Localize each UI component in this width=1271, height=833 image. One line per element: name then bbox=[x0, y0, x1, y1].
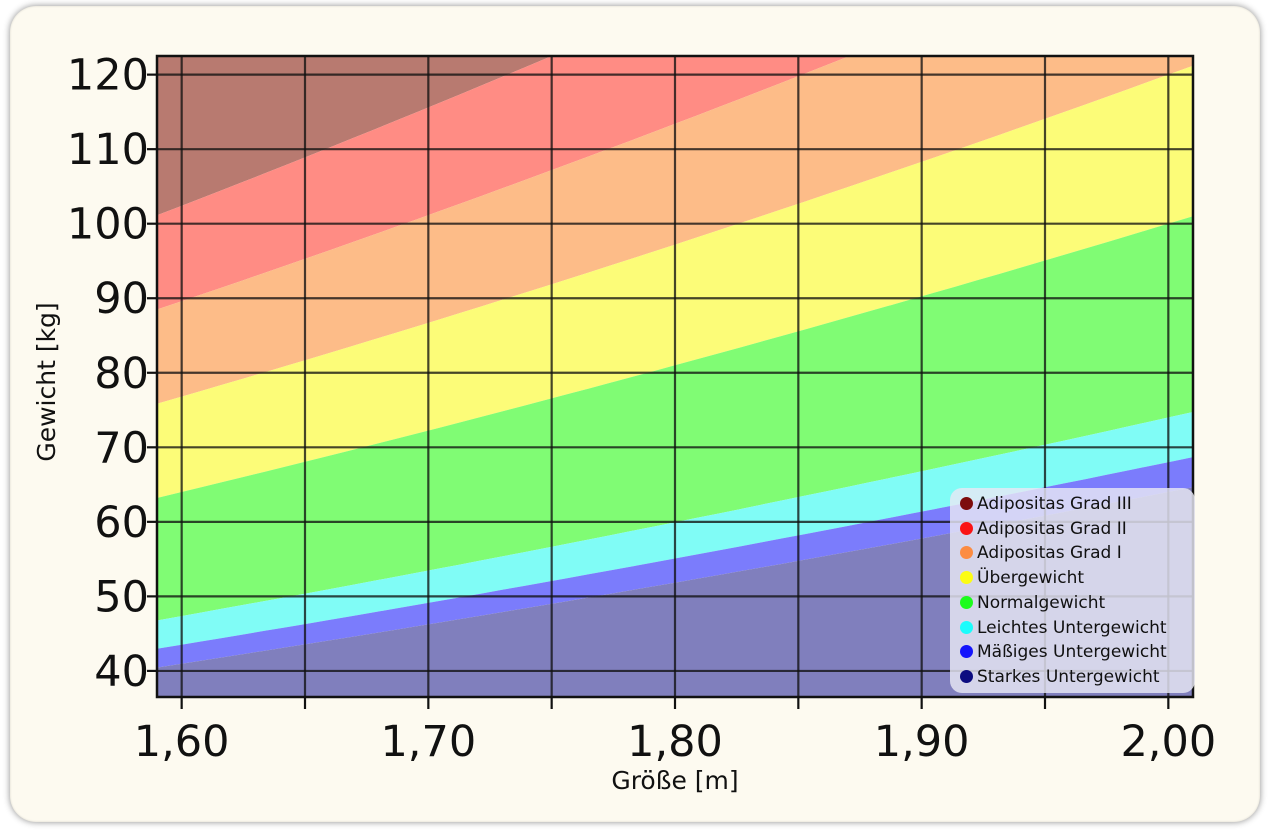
legend-label: Übergewicht bbox=[977, 568, 1085, 589]
legend-label: Adipositas Grad II bbox=[977, 518, 1127, 539]
y-tick-label: 40 bbox=[94, 647, 149, 697]
y-tick-label: 120 bbox=[67, 51, 149, 101]
legend-item: Normalgewicht bbox=[960, 591, 1105, 615]
band-adipositas-grad-iii bbox=[157, 56, 552, 216]
legend-item: Starkes Untergewicht bbox=[960, 665, 1160, 689]
x-tick-label: 1,80 bbox=[627, 717, 723, 767]
legend-marker bbox=[960, 571, 973, 585]
legend-marker bbox=[960, 645, 973, 659]
y-tick-label: 90 bbox=[94, 274, 149, 324]
legend-marker bbox=[960, 546, 973, 560]
legend-item: Mäßiges Untergewicht bbox=[960, 640, 1167, 664]
legend-item: Adipositas Grad III bbox=[960, 492, 1132, 516]
legend-item: Adipositas Grad II bbox=[960, 517, 1127, 541]
legend-marker bbox=[960, 497, 973, 510]
y-tick-label: 110 bbox=[67, 125, 149, 175]
legend-label: Adipositas Grad III bbox=[977, 494, 1132, 514]
x-tick-label: 1,90 bbox=[874, 717, 970, 767]
y-tick-label: 70 bbox=[94, 423, 149, 473]
x-tick-label: 1,70 bbox=[380, 717, 476, 767]
legend-label: Starkes Untergewicht bbox=[977, 666, 1160, 687]
bmi-chart: 1,60 1,70 1,80 1,90 2,00 40 50 60 70 80 90 100 110 12… bbox=[32, 51, 1216, 795]
y-tick-label: 50 bbox=[94, 572, 149, 622]
y-tick-label: 60 bbox=[94, 498, 149, 548]
legend-item: Adipositas Grad I bbox=[960, 541, 1122, 565]
x-tick-label: 1,60 bbox=[134, 717, 230, 767]
legend: Adipositas Grad III Adipositas Grad II Adi… bbox=[950, 488, 1195, 693]
y-tick-label: 100 bbox=[67, 200, 149, 250]
legend-item: Leichtes Untergewicht bbox=[960, 616, 1167, 640]
band-adipositas-grad-ii bbox=[157, 56, 850, 310]
x-axis-label: Größe [m] bbox=[611, 766, 738, 795]
chart-frame: 1,60 1,70 1,80 1,90 2,00 40 50 60 70 80 90 100 110 12… bbox=[10, 6, 1260, 822]
legend-marker bbox=[960, 669, 973, 683]
y-tick-label: 80 bbox=[94, 349, 149, 399]
legend-marker bbox=[960, 595, 973, 609]
legend-marker bbox=[960, 620, 973, 634]
x-tick-label: 2,00 bbox=[1120, 717, 1216, 767]
y-axis-label: Gewicht [kg] bbox=[32, 302, 61, 461]
legend-label: Leichtes Untergewicht bbox=[977, 617, 1167, 638]
legend-label: Adipositas Grad I bbox=[977, 543, 1122, 564]
legend-item: Übergewicht bbox=[960, 566, 1084, 590]
legend-label: Mäßiges Untergewicht bbox=[977, 642, 1167, 663]
legend-marker bbox=[960, 521, 973, 535]
legend-label: Normalgewicht bbox=[977, 592, 1106, 613]
